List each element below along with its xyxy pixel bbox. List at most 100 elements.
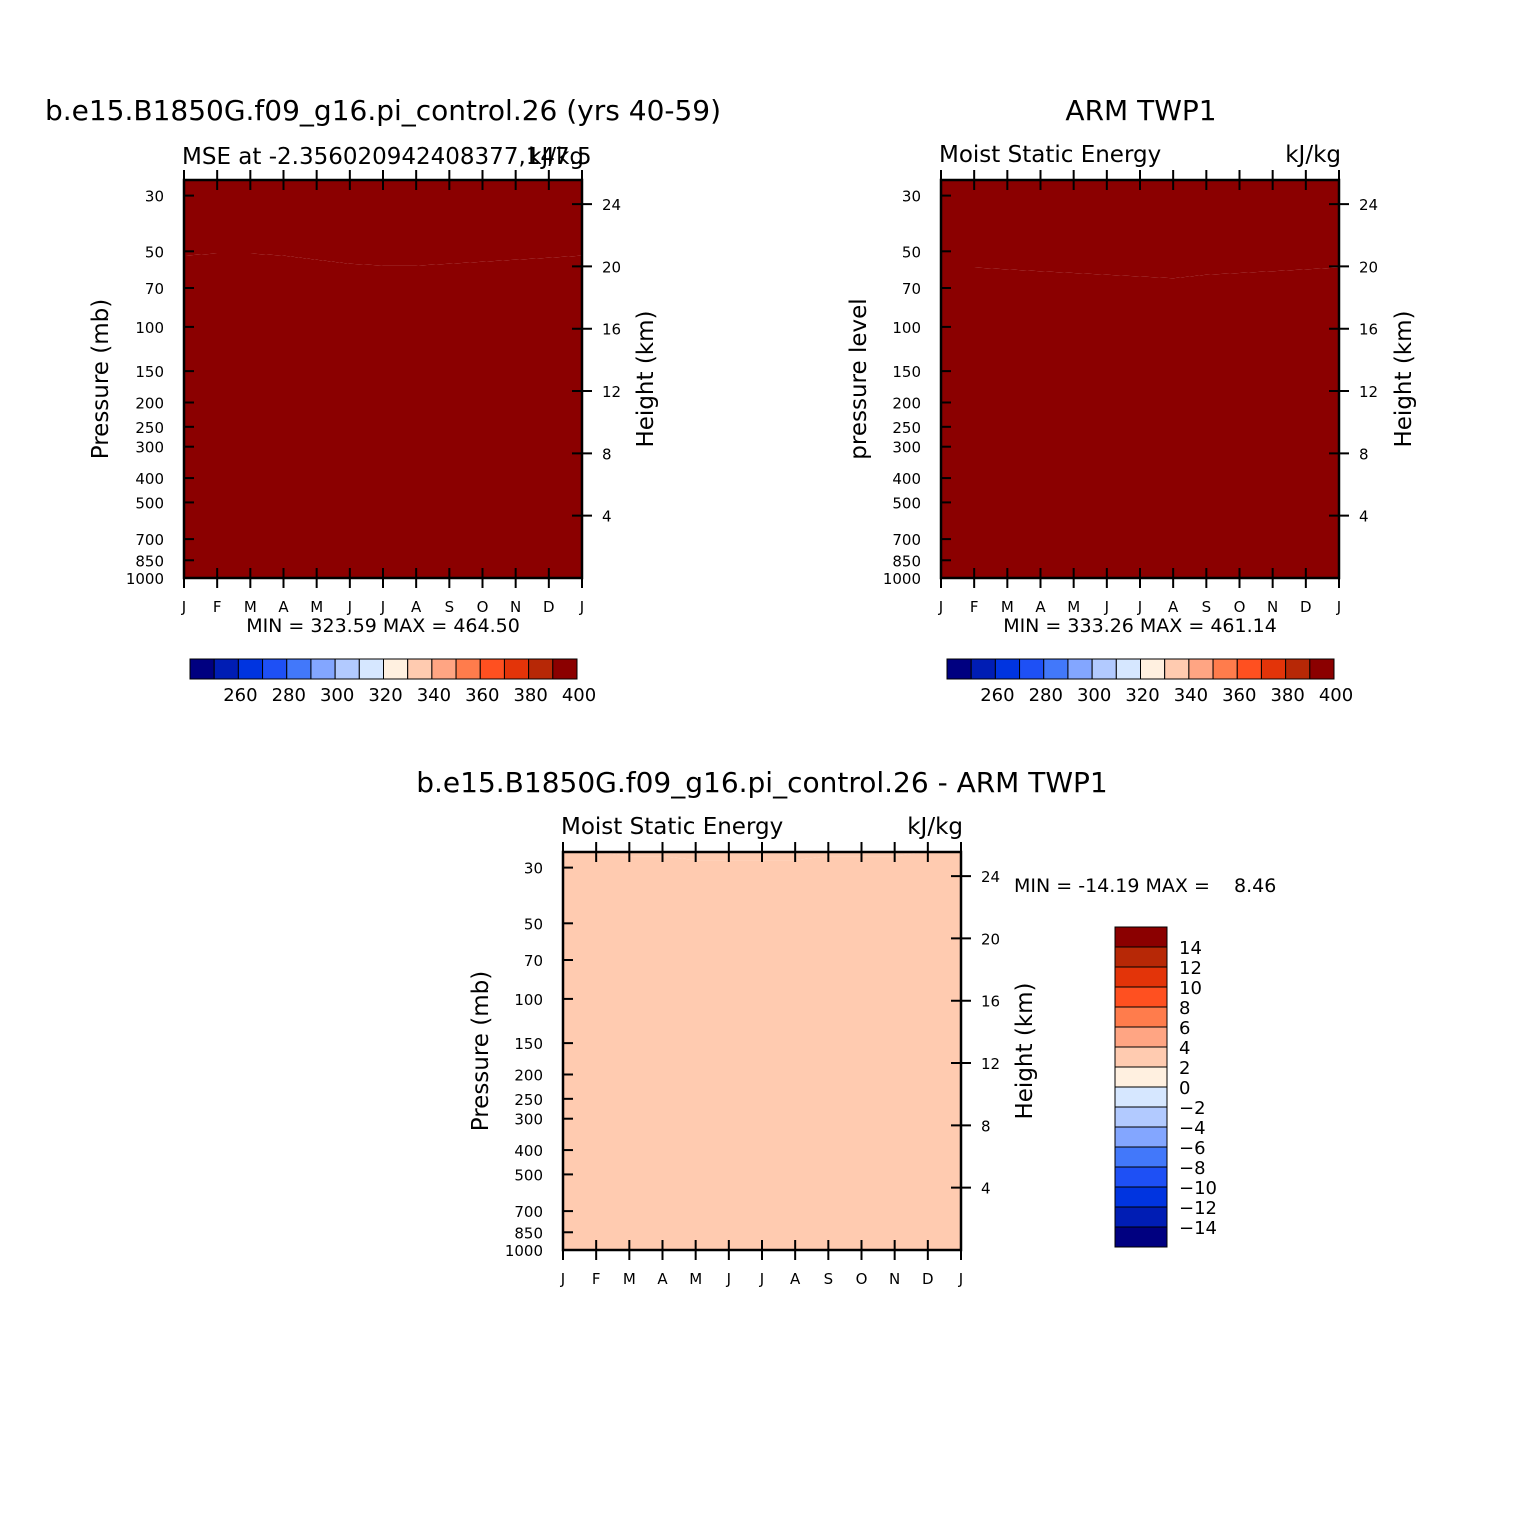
chart-units: kJ/kg: [907, 814, 963, 840]
pressure-tick-label: 300: [514, 1111, 543, 1129]
colorbar-label: 320: [368, 685, 402, 706]
pressure-tick-label: 150: [892, 363, 921, 381]
month-tick-label: A: [657, 1270, 668, 1288]
colorbar-label: 380: [513, 685, 547, 706]
contour-fill: [184, 180, 582, 578]
pressure-tick-label: 50: [524, 915, 543, 933]
height-tick-label: 16: [981, 993, 1000, 1011]
contour-band-9: [184, 253, 582, 578]
colorbar-swatch: [1114, 1206, 1168, 1228]
month-tick-label: M: [1067, 598, 1080, 616]
pressure-tick-label: 700: [514, 1203, 543, 1221]
height-tick-label: 4: [602, 508, 612, 526]
contour-fill: [941, 180, 1339, 578]
colorbar-swatch: [455, 658, 481, 680]
month-tick-label: J: [1104, 598, 1109, 616]
colorbar-swatch: [1114, 1066, 1168, 1088]
pressure-tick-label: 30: [524, 860, 543, 878]
colorbar-label: 260: [980, 685, 1014, 706]
month-tick-label: A: [1168, 598, 1179, 616]
colorbar-swatch: [1091, 658, 1117, 680]
colorbar-label: −6: [1179, 1138, 1206, 1159]
height-tick-label: 4: [981, 1180, 991, 1198]
colorbar-swatch: [1114, 1006, 1168, 1028]
min-max-stats: MIN = -14.19 MAX = 8.46: [1014, 875, 1276, 897]
colorbar: 260 280 300 320 340 360 380 400: [946, 658, 1353, 706]
colorbar-label: 260: [223, 685, 257, 706]
height-tick-label: 20: [1359, 258, 1378, 276]
colorbar-swatch: [1164, 658, 1190, 680]
chart-subtitle: Moist Static Energy: [561, 814, 783, 840]
colorbar-label: −10: [1179, 1178, 1217, 1199]
pressure-tick-label: 500: [514, 1166, 543, 1184]
pressure-tick-label: 200: [135, 394, 164, 412]
pressure-tick-label: 100: [135, 319, 164, 337]
month-tick-label: M: [1001, 598, 1014, 616]
colorbar-swatch: [1114, 1026, 1168, 1048]
colorbar-label: 360: [465, 685, 499, 706]
chart-units: kJ/kg: [528, 144, 584, 170]
height-tick-label: 12: [1359, 383, 1378, 401]
colorbar-label: 10: [1179, 978, 1202, 999]
height-tick-label: 20: [602, 258, 621, 276]
pressure-tick-label: 400: [135, 470, 164, 488]
colorbar-label: −2: [1179, 1098, 1206, 1119]
min-max-stats: MIN = 333.26 MAX = 461.14: [1003, 615, 1277, 637]
chart-title: b.e15.B1850G.f09_g16.pi_control.26 (yrs …: [45, 94, 721, 127]
colorbar-swatch: [1114, 1166, 1168, 1188]
height-tick-label: 24: [1359, 196, 1378, 214]
pressure-tick-label: 1000: [126, 570, 164, 588]
month-tick-label: J: [759, 1270, 764, 1288]
colorbar-label: 12: [1179, 958, 1202, 979]
pressure-tick-label: 500: [892, 494, 921, 512]
pressure-tick-label: 850: [135, 552, 164, 570]
pressure-tick-label: 250: [514, 1091, 543, 1109]
colorbar-label: −4: [1179, 1118, 1206, 1139]
pressure-tick-label: 1000: [883, 570, 921, 588]
panel-difference-mse: b.e15.B1850G.f09_g16.pi_control.26 - ARM…: [416, 766, 1276, 1288]
colorbar-swatch: [213, 658, 239, 680]
colorbar-swatch: [431, 658, 457, 680]
month-tick-label: J: [380, 598, 385, 616]
colorbar-swatch: [970, 658, 996, 680]
pressure-tick-label: 700: [892, 531, 921, 549]
colorbar-swatch: [1114, 1046, 1168, 1068]
month-tick-label: J: [938, 598, 943, 616]
colorbar-swatch: [552, 658, 578, 680]
pressure-tick-label: 250: [892, 419, 921, 437]
colorbar-swatch: [1114, 1086, 1168, 1108]
height-tick-label: 12: [981, 1055, 1000, 1073]
month-tick-label: J: [1137, 598, 1142, 616]
contour-band-top: [941, 180, 1339, 279]
pressure-tick-label: 70: [524, 952, 543, 970]
month-tick-label: O: [1234, 598, 1246, 616]
pressure-tick-label: 850: [892, 552, 921, 570]
colorbar-swatch: [1309, 658, 1335, 680]
month-tick-label: J: [560, 1270, 565, 1288]
colorbar-swatch: [528, 658, 554, 680]
height-tick-label: 24: [981, 868, 1000, 886]
month-tick-label: F: [970, 598, 979, 616]
pressure-tick-label: 100: [892, 319, 921, 337]
height-tick-label: 4: [1359, 508, 1369, 526]
height-axis: 24 20 16 12 8 4: [572, 196, 621, 526]
colorbar-swatch: [1114, 1186, 1168, 1208]
colorbar-label: −12: [1179, 1198, 1217, 1219]
pressure-tick-label: 70: [902, 280, 921, 298]
colorbar-label: 340: [417, 685, 451, 706]
colorbar-swatch: [1114, 926, 1168, 948]
colorbar-label: 4: [1179, 1038, 1190, 1059]
colorbar-swatch: [1114, 1226, 1168, 1248]
height-tick-label: 16: [602, 321, 621, 339]
contour-band-8: [941, 267, 1339, 578]
colorbar-swatch: [1019, 658, 1045, 680]
colorbar-swatch: [1212, 658, 1238, 680]
colorbar-label: 0: [1179, 1078, 1190, 1099]
month-tick-label: N: [510, 598, 521, 616]
colorbar-swatch: [237, 658, 264, 680]
pressure-tick-label: 50: [145, 243, 164, 261]
